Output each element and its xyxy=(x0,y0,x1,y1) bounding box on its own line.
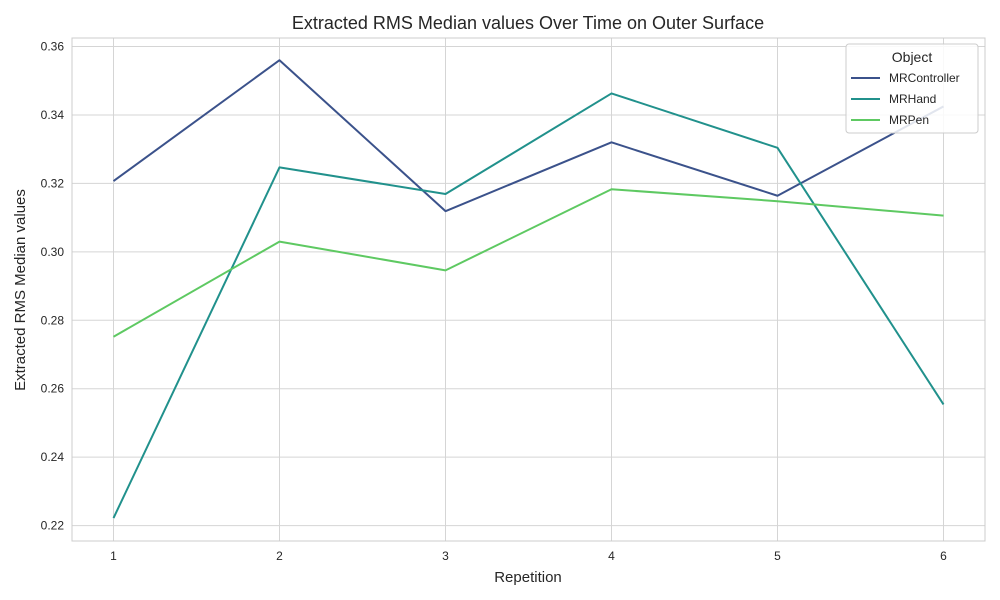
series-line-mrcontroller xyxy=(112,59,944,213)
legend-title: Object xyxy=(892,49,933,65)
x-axis-ticks: 1 2 3 4 5 6 xyxy=(110,549,947,563)
y-tick-label: 0.22 xyxy=(41,519,65,533)
y-tick-label: 0.30 xyxy=(41,245,65,259)
series-line-mrpen xyxy=(113,188,944,338)
y-tick-label: 0.24 xyxy=(41,450,65,464)
y-tick-label: 0.34 xyxy=(41,108,65,122)
x-tick-label: 5 xyxy=(774,549,781,563)
y-tick-label: 0.28 xyxy=(41,313,65,327)
legend: Object MRController MRHand MRPen xyxy=(845,43,979,134)
series-lines xyxy=(112,59,945,519)
y-axis-label: Extracted RMS Median values xyxy=(12,189,29,391)
legend-label-mrcontroller: MRController xyxy=(889,71,960,85)
legend-box xyxy=(845,43,979,134)
chart-title: Extracted RMS Median values Over Time on… xyxy=(292,13,764,33)
grid-lines xyxy=(72,38,985,541)
y-tick-label: 0.32 xyxy=(41,176,65,190)
x-tick-label: 2 xyxy=(276,549,283,563)
x-tick-label: 6 xyxy=(940,549,947,563)
x-tick-label: 3 xyxy=(442,549,449,563)
legend-label-mrhand: MRHand xyxy=(889,92,936,106)
plot-frame xyxy=(71,37,986,542)
x-tick-label: 4 xyxy=(608,549,615,563)
x-axis-label: Repetition xyxy=(494,569,562,586)
legend-label-mrpen: MRPen xyxy=(889,113,929,127)
x-tick-label: 1 xyxy=(110,549,117,563)
plot-border xyxy=(71,37,986,542)
y-axis-ticks: 0.22 0.24 0.26 0.28 0.30 0.32 0.34 0.36 xyxy=(41,40,65,533)
y-tick-label: 0.36 xyxy=(41,40,65,54)
y-tick-label: 0.26 xyxy=(41,382,65,396)
series-line-mrhand xyxy=(112,92,945,519)
legend-items: MRController MRHand MRPen xyxy=(851,71,960,127)
